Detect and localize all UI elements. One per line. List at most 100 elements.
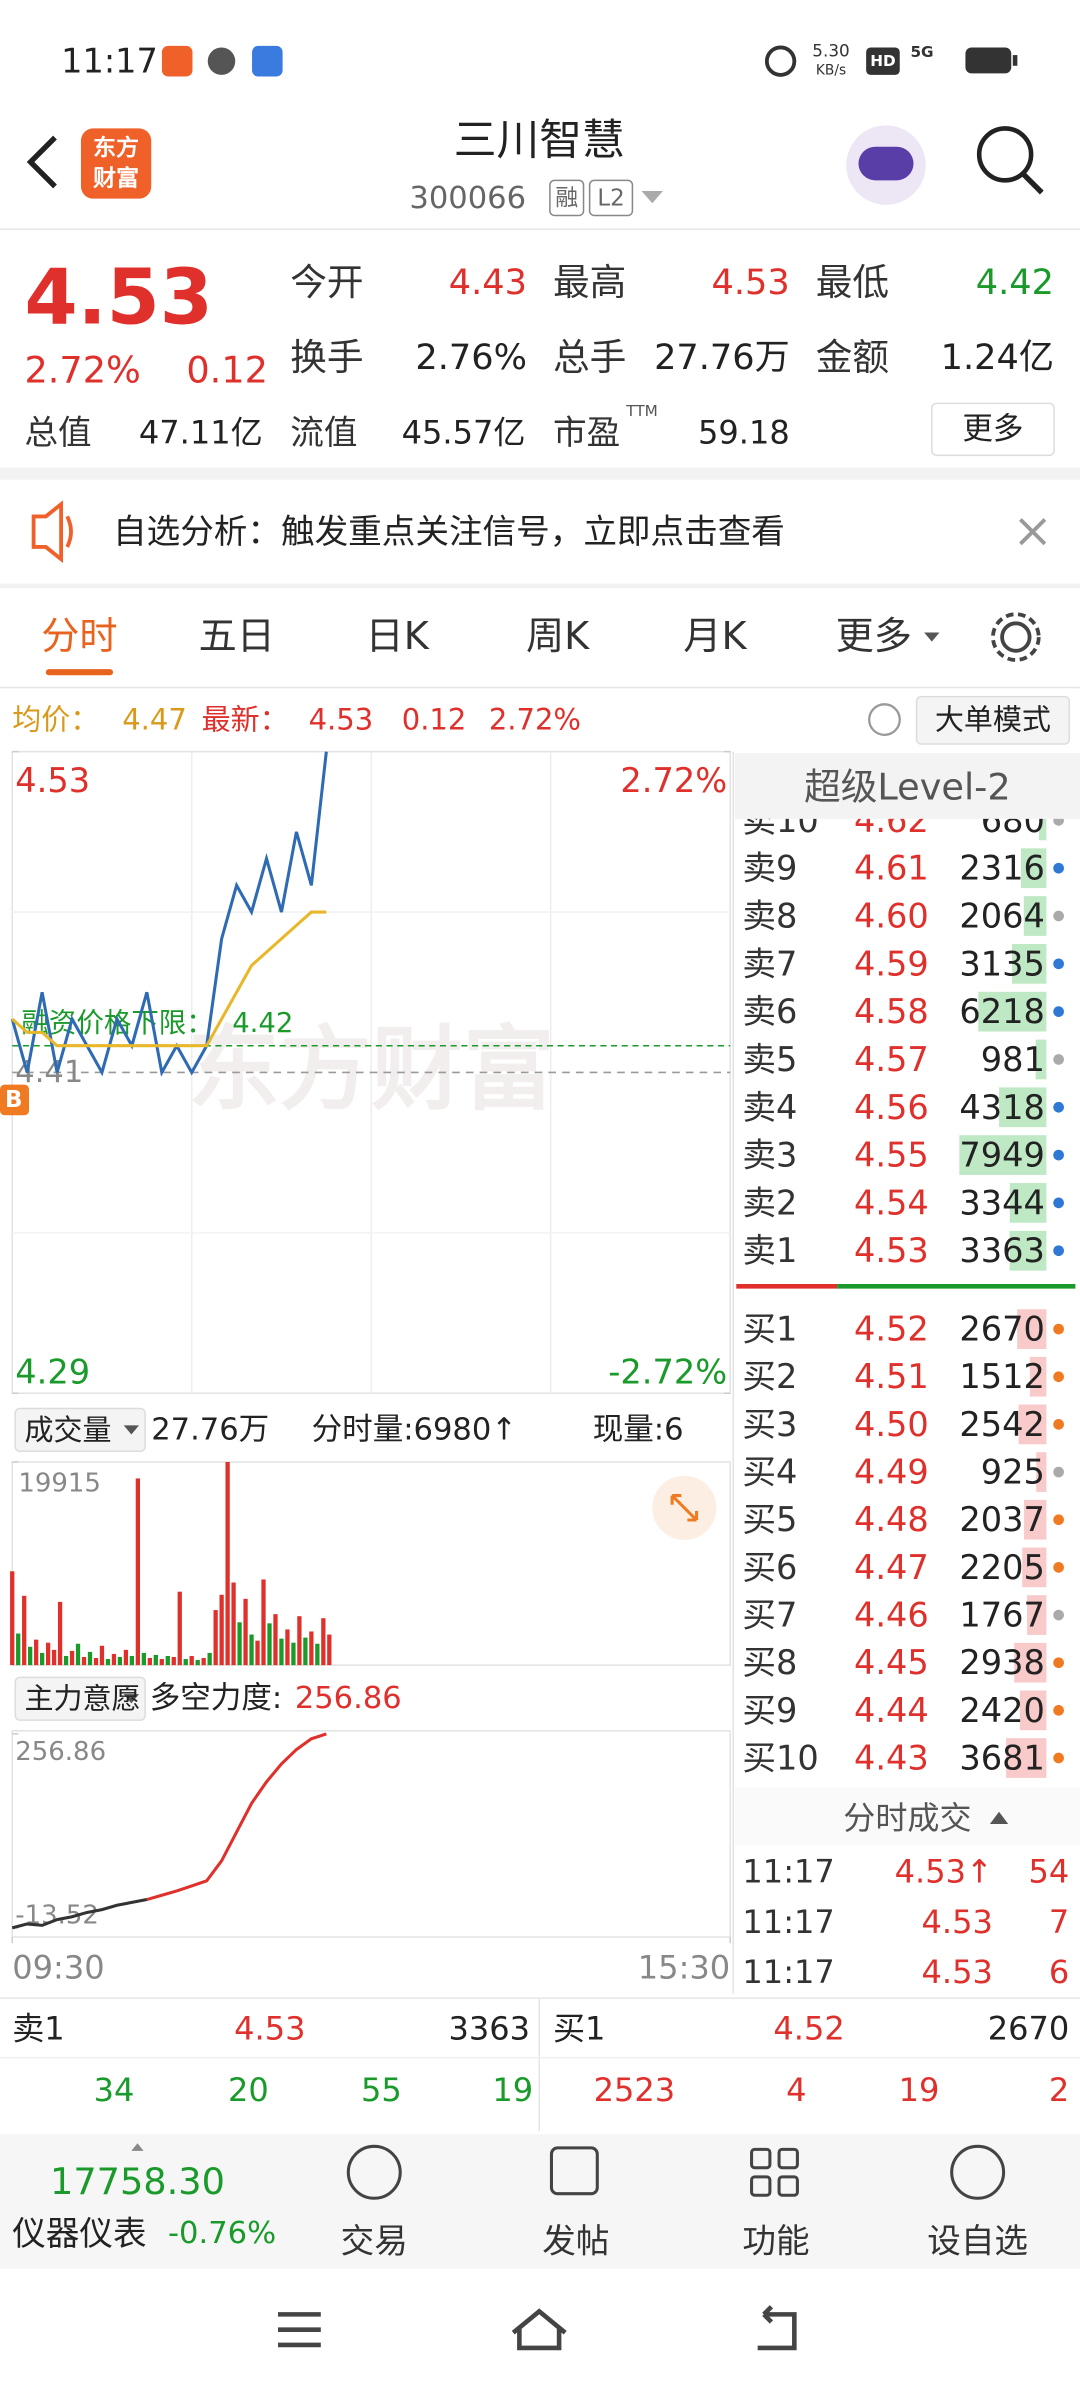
hd-text: HD <box>870 52 895 70</box>
book-volume: 2938 <box>959 1643 1044 1682</box>
book-label: 买3 <box>742 1405 797 1444</box>
nav-menu[interactable] <box>278 2312 321 2348</box>
nav-home[interactable] <box>511 2308 567 2351</box>
tab[interactable]: 分时 <box>41 615 117 659</box>
book-dot <box>1053 1419 1064 1430</box>
nav-item[interactable]: 设自选 <box>927 2222 1028 2261</box>
stock-name: 三川智慧 <box>454 116 625 166</box>
series-line <box>11 1898 148 1930</box>
banner-text[interactable]: 自选分析：触发重点关注信号，立即点击查看 <box>113 512 785 551</box>
book-price: 4.56 <box>854 1088 929 1127</box>
nav-back[interactable] <box>757 2305 797 2351</box>
volume-depth-bar <box>978 991 1047 1032</box>
nav-item[interactable]: 交易 <box>341 2222 408 2261</box>
status-icon <box>207 47 236 75</box>
book-volume: 2037 <box>959 1500 1044 1539</box>
book-volume: 2420 <box>959 1691 1044 1730</box>
volume-bar <box>22 1595 27 1666</box>
volume-depth-bar <box>1009 1183 1047 1223</box>
volume-bar <box>177 1591 182 1666</box>
book-label: 买1 <box>742 1310 797 1349</box>
volume-bar <box>159 1659 164 1666</box>
volume-chart-frame <box>11 1461 731 1666</box>
index-name: 仪器仪表 <box>12 2214 146 2253</box>
tab[interactable]: 日K <box>366 615 430 659</box>
book-label: 卖2 <box>742 1183 797 1222</box>
book-volume: 7949 <box>959 1136 1044 1175</box>
settings-icon[interactable] <box>1000 621 1032 653</box>
close-banner[interactable] <box>1019 518 1047 546</box>
stat-value: 4.43 <box>449 262 527 303</box>
help-icon[interactable] <box>868 703 901 736</box>
book-volume: 1512 <box>959 1357 1044 1396</box>
hd-badge <box>866 47 900 75</box>
force-selector[interactable] <box>14 1676 146 1721</box>
volume-bar <box>291 1642 296 1666</box>
volume-selector[interactable] <box>14 1407 146 1453</box>
volume-bar <box>231 1582 236 1666</box>
trade-icon[interactable] <box>346 2144 402 2200</box>
volume-bar <box>141 1652 146 1666</box>
book-volume: 2064 <box>959 897 1044 936</box>
logo[interactable] <box>80 128 152 199</box>
volume-depth-bar <box>1019 1690 1047 1731</box>
volume-bar <box>45 1642 51 1666</box>
ask-count: 55 <box>361 2071 402 2109</box>
tag-box <box>549 179 585 217</box>
quick-price: 4.52 <box>773 2010 844 2048</box>
quick-price: 4.53 <box>234 2010 305 2048</box>
book-volume: 925 <box>981 1453 1045 1492</box>
nav-item[interactable]: 功能 <box>742 2222 809 2261</box>
book-price: 4.50 <box>854 1405 929 1444</box>
book-dot <box>1053 910 1064 922</box>
tag: L2 <box>597 186 624 212</box>
tab[interactable]: 月K <box>683 615 747 659</box>
book-price: 4.49 <box>854 1453 929 1492</box>
watch-icon[interactable] <box>950 2144 1006 2200</box>
stat-value: 27.76万 <box>654 337 790 378</box>
change: 0.12 <box>186 348 268 391</box>
settings-gear <box>991 612 1041 662</box>
dropdown-arrow <box>123 1425 140 1435</box>
tab[interactable]: 周K <box>526 615 590 659</box>
volume-bar <box>243 1598 248 1666</box>
volume-selector-label: 成交量 <box>24 1413 111 1447</box>
tab[interactable]: 更多 <box>836 615 912 659</box>
book-volume: 2542 <box>959 1405 1044 1444</box>
stat-label: 总手 <box>553 336 626 379</box>
book-price: 4.58 <box>854 992 929 1031</box>
change-small: 0.12 <box>402 703 467 737</box>
volume-bar <box>28 1646 33 1666</box>
more-button[interactable] <box>931 402 1055 457</box>
dropdown-arrow[interactable] <box>641 191 663 204</box>
volume-depth-bar <box>1022 1547 1047 1588</box>
volume-depth-bar <box>1021 848 1047 889</box>
battery <box>965 47 1012 74</box>
book-volume: 3135 <box>959 944 1044 983</box>
status-time: 11:17 <box>61 42 158 81</box>
search-icon[interactable] <box>976 126 1034 183</box>
buy-marker <box>0 1084 30 1116</box>
book-price: 4.52 <box>854 1310 929 1349</box>
volume-bar <box>171 1656 176 1666</box>
ask-count: 20 <box>228 2071 269 2109</box>
volume-bar <box>129 1655 135 1666</box>
func-icon[interactable] <box>750 2147 772 2170</box>
book-volume: 981 <box>981 1040 1045 1079</box>
nav-item[interactable]: 发帖 <box>542 2222 609 2261</box>
back-button[interactable] <box>26 135 57 189</box>
volume-total: 27.76万 <box>151 1412 269 1447</box>
post-icon[interactable] <box>549 2146 599 2196</box>
stat-value: 47.11亿 <box>139 413 263 451</box>
watermark: 东方财富 <box>188 1016 555 1123</box>
volume-depth-bar <box>1024 1499 1047 1540</box>
volume-bar <box>87 1651 93 1666</box>
stat-label: 市盈 <box>553 413 620 452</box>
tab[interactable]: 五日 <box>199 615 275 659</box>
volume-depth-bar <box>1017 1309 1047 1349</box>
stat-label: 换手 <box>290 336 363 379</box>
book-dot <box>1053 1149 1064 1161</box>
mode-button[interactable] <box>915 695 1071 745</box>
